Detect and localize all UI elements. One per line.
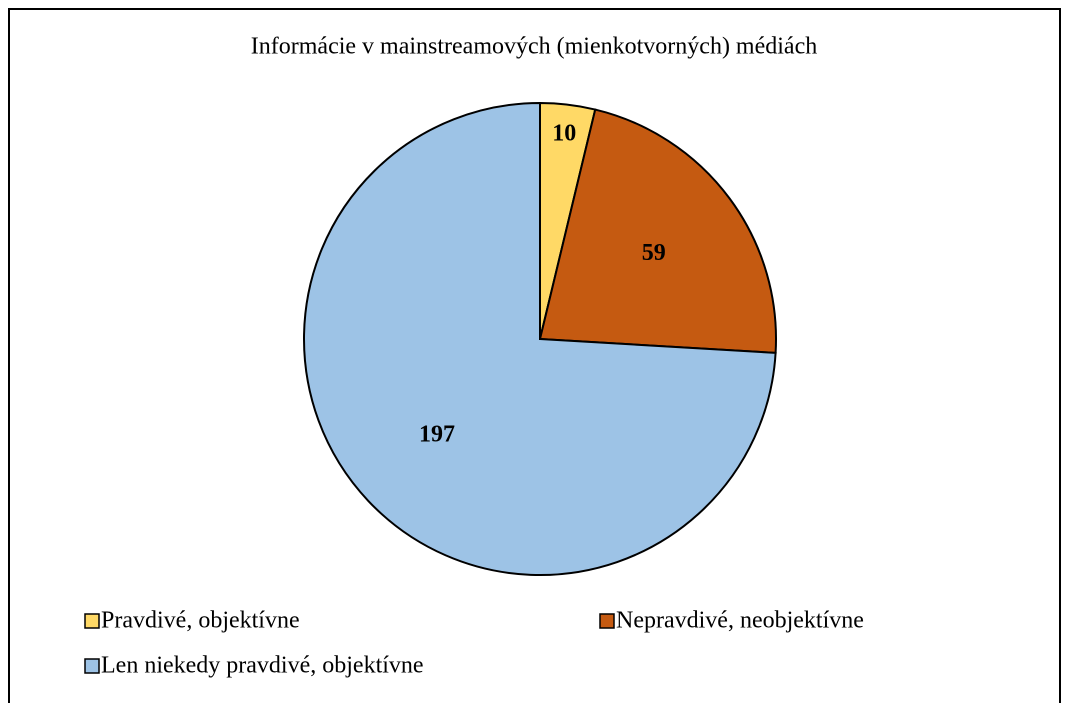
legend-label: Pravdivé, objektívne [101,608,300,634]
data-label: 197 [419,422,455,448]
data-label: 59 [642,240,666,266]
chart-frame [8,8,1061,703]
legend-swatch [84,613,100,629]
data-label: 10 [552,121,576,147]
legend-swatch [84,658,100,674]
pie-slice [538,108,777,354]
pie-slice [303,101,777,576]
legend-label: Nepravdivé, neobjektívne [616,608,864,634]
legend-label: Len niekedy pravdivé, objektívne [101,653,424,679]
legend-swatch [599,613,615,629]
chart-title: Informácie v mainstreamových (mienkotvor… [251,34,817,60]
